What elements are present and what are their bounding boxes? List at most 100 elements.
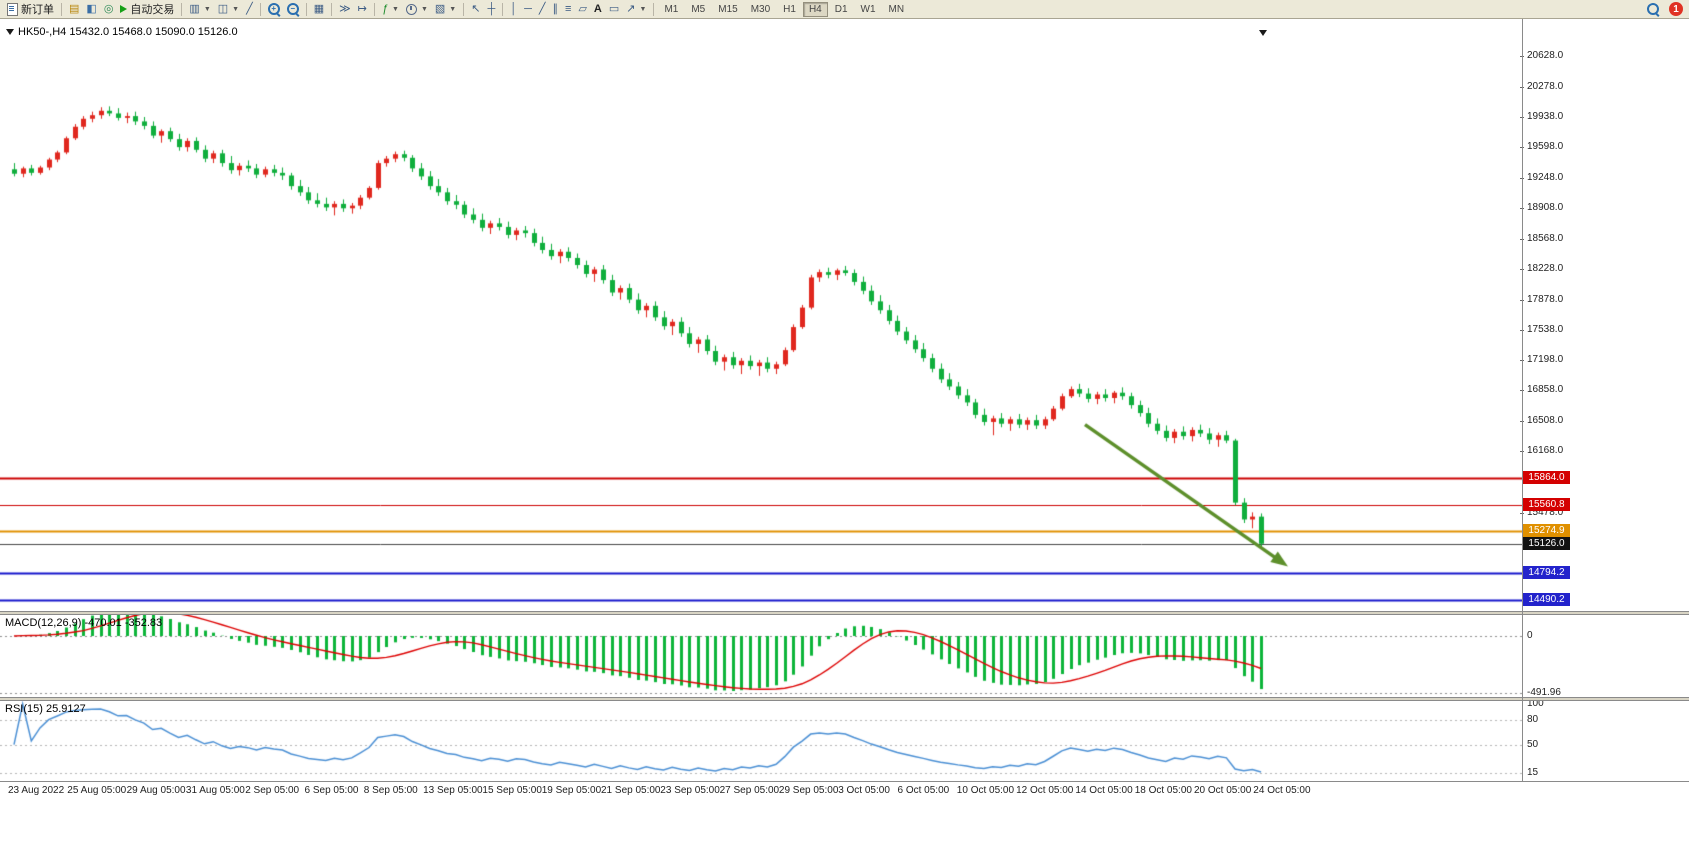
bottom-filler xyxy=(0,801,1689,859)
search-button[interactable] xyxy=(1644,1,1662,18)
separator xyxy=(259,2,261,16)
shapes-icon: ▱ xyxy=(578,2,587,15)
auto-scroll-button[interactable]: ≫ xyxy=(336,1,354,18)
chart-title: HK50-,H4 15432.0 15468.0 15090.0 15126.0 xyxy=(18,26,238,38)
shapes-button[interactable]: ▱ xyxy=(575,1,589,18)
timeframe-button-m5[interactable]: M5 xyxy=(691,3,706,15)
date-axis-label: 15 Sep 05:00 xyxy=(482,785,542,796)
bar-chart-icon: ▥ xyxy=(189,2,200,15)
chevron-down-icon: ▼ xyxy=(420,5,428,13)
templates-icon: ▧ xyxy=(434,2,446,15)
toolbar: 新订单 ▤ ◧ ◎ 自动交易 ▥▼ ◫▼ ╱ ▦ ≫ ↦ ƒ▼ ▼ ▧▼ ↖ ┼… xyxy=(0,0,1689,19)
auto-trading-label: 自动交易 xyxy=(130,4,175,16)
zoom-in-button[interactable] xyxy=(265,1,283,18)
date-axis-label: 14 Oct 05:00 xyxy=(1075,785,1133,796)
indicators-button[interactable]: ƒ ▼ xyxy=(379,1,402,18)
separator xyxy=(331,2,333,16)
market-watch-button[interactable]: ▤ xyxy=(66,1,82,18)
horizontal-line-button[interactable]: ─ xyxy=(521,1,535,18)
cursor-button[interactable]: ↖ xyxy=(468,1,483,18)
date-axis-label: 20 Oct 05:00 xyxy=(1194,785,1252,796)
timeframe-button-h4[interactable]: H4 xyxy=(802,1,828,17)
crosshair-button[interactable]: ┼ xyxy=(484,1,498,18)
timeframe-button-mn[interactable]: MN xyxy=(888,3,905,15)
vertical-line-button[interactable]: │ xyxy=(507,1,520,18)
macd-chart-canvas[interactable] xyxy=(0,615,1522,697)
new-order-button[interactable]: 新订单 xyxy=(4,1,57,18)
channel-icon: ∥ xyxy=(552,2,559,15)
candlestick-chart-button[interactable]: ◫ ▼ xyxy=(215,1,242,18)
line-chart-icon: ╱ xyxy=(246,2,253,15)
tile-windows-button[interactable]: ▦ xyxy=(311,1,327,18)
date-axis-label: 10 Oct 05:00 xyxy=(956,785,1015,796)
rsi-axis-label: 15 xyxy=(1527,767,1539,779)
auto-scroll-icon: ≫ xyxy=(339,2,351,15)
chevron-down-icon: ▼ xyxy=(449,5,457,13)
separator xyxy=(305,2,307,16)
chevron-down-icon: ▼ xyxy=(203,5,211,13)
chart-shift-marker[interactable] xyxy=(1259,23,1267,41)
date-axis-label: 31 Aug 05:00 xyxy=(185,785,245,796)
fibonacci-button[interactable]: ≡ xyxy=(562,1,574,18)
one-click-trading-toggle[interactable] xyxy=(6,29,14,35)
data-window-icon: ◧ xyxy=(86,2,97,15)
timeframe-group: M1 M5 M15 M30 H1 H4 D1 W1 MN xyxy=(658,1,910,17)
periods-button[interactable]: ▼ xyxy=(403,1,431,18)
text-label-button[interactable]: ▭ xyxy=(606,1,622,18)
zoom-out-button[interactable] xyxy=(284,1,302,18)
arrows-button[interactable]: ↗ ▼ xyxy=(623,1,649,18)
date-axis-label: 19 Sep 05:00 xyxy=(541,785,602,796)
templates-button[interactable]: ▧ ▼ xyxy=(432,1,459,18)
new-order-icon xyxy=(7,2,18,16)
date-axis-label: 25 Aug 05:00 xyxy=(67,785,127,796)
date-axis-label: 29 Sep 05:00 xyxy=(778,785,839,796)
line-chart-button[interactable]: ╱ xyxy=(243,1,256,18)
channel-button[interactable]: ∥ xyxy=(550,1,562,18)
search-icon xyxy=(1647,3,1659,15)
text-button[interactable]: A xyxy=(591,1,605,18)
rsi-panel: RSI(15) 25.9127 100 80 50 15 xyxy=(0,701,1689,781)
chart-shift-icon: ↦ xyxy=(357,2,367,15)
rsi-axis-label: 100 xyxy=(1527,701,1544,709)
date-axis-scale[interactable]: 23 Aug 2022 25 Aug 05:00 29 Aug 05:00 31 Au… xyxy=(0,781,1689,801)
date-axis-label: 21 Sep 05:00 xyxy=(601,785,661,796)
timeframe-button-m30[interactable]: M30 xyxy=(750,3,771,15)
vertical-line-icon: │ xyxy=(510,2,518,15)
timeframe-button-m1[interactable]: M1 xyxy=(664,3,679,15)
price-chart-panel: HK50-,H4 15432.0 15468.0 15090.0 15126.0… xyxy=(0,19,1689,611)
timeframe-button-w1[interactable]: W1 xyxy=(860,3,876,15)
separator xyxy=(373,2,375,16)
rsi-label: RSI(15) 25.9127 xyxy=(5,703,86,715)
new-order-label: 新订单 xyxy=(21,4,54,16)
bar-chart-button[interactable]: ▥ ▼ xyxy=(186,1,213,18)
data-window-button[interactable]: ◧ xyxy=(83,1,99,18)
auto-trading-button[interactable]: 自动交易 xyxy=(117,1,177,18)
separator xyxy=(463,2,465,16)
timeframe-button-d1[interactable]: D1 xyxy=(834,3,848,15)
chevron-down-icon: ▼ xyxy=(392,5,399,13)
date-axis-label: 3 Oct 05:00 xyxy=(838,785,890,796)
trendline-button[interactable]: ╱ xyxy=(536,1,549,18)
macd-panel: MACD(12,26,9) -470.01 -352.83 0 -491.96 xyxy=(0,615,1689,697)
chevron-down-icon: ▼ xyxy=(639,5,647,13)
separator xyxy=(61,2,62,16)
candlestick-chart-canvas[interactable] xyxy=(0,19,1522,611)
panel-splitter[interactable] xyxy=(0,697,1689,701)
trendline-icon: ╱ xyxy=(538,2,546,15)
price-axis-scale[interactable] xyxy=(1523,19,1689,611)
chart-workspace: HK50-,H4 15432.0 15468.0 15090.0 15126.0… xyxy=(0,19,1689,859)
date-axis-label: 8 Sep 05:00 xyxy=(363,785,418,796)
timeframe-button-m15[interactable]: M15 xyxy=(718,3,738,15)
chart-shift-button[interactable]: ↦ xyxy=(355,1,370,18)
macd-axis-label: -491.96 xyxy=(1527,687,1561,697)
date-axis-label: 2 Sep 05:00 xyxy=(245,785,300,796)
crosshair-icon: ┼ xyxy=(487,2,496,15)
candlestick-icon: ◫ xyxy=(217,2,229,15)
timeframe-button-h1[interactable]: H1 xyxy=(783,3,796,15)
notification-badge[interactable]: 1 xyxy=(1669,2,1683,16)
horizontal-line-icon: ─ xyxy=(524,2,532,15)
navigator-button[interactable]: ◎ xyxy=(101,1,117,18)
rsi-chart-canvas[interactable] xyxy=(0,701,1522,781)
zoom-out-icon xyxy=(286,3,299,15)
panel-splitter[interactable] xyxy=(0,611,1689,615)
